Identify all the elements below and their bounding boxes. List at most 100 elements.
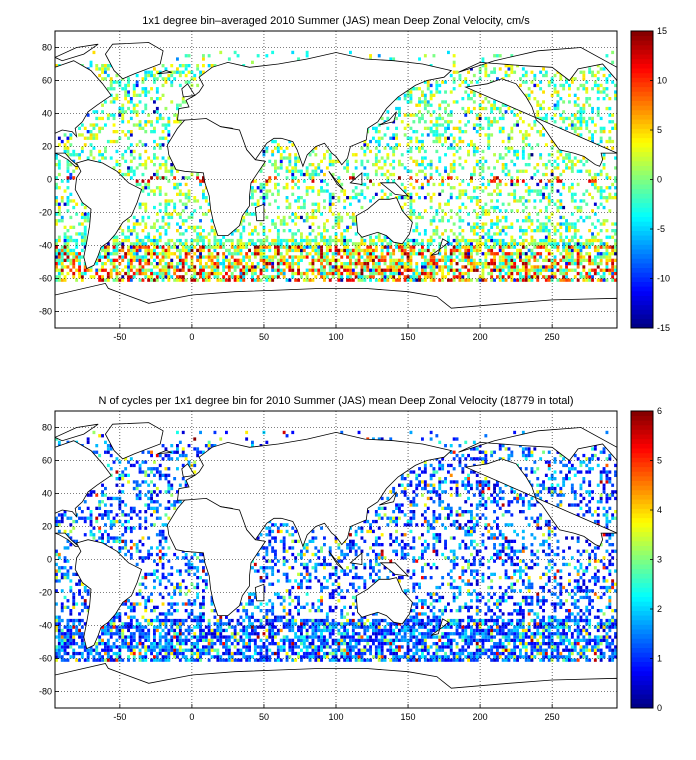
data-cell [496, 275, 499, 279]
data-cell [207, 275, 211, 279]
data-cell [527, 186, 531, 190]
data-cell [389, 252, 393, 256]
data-cell [331, 642, 335, 646]
data-cell [435, 123, 439, 127]
data-cell [400, 258, 404, 262]
data-cell [585, 275, 589, 279]
data-cell [438, 248, 442, 253]
data-cell [236, 642, 240, 646]
data-cell [147, 232, 151, 236]
data-cell [66, 651, 70, 656]
data-cell [147, 156, 151, 160]
data-cell [475, 268, 479, 272]
data-cell [106, 67, 110, 71]
data-cell [464, 159, 468, 163]
data-cell [274, 242, 277, 246]
data-cell [311, 189, 315, 193]
data-cell [158, 209, 162, 213]
data-cell [285, 258, 289, 262]
data-cell [447, 146, 450, 150]
data-cell [544, 116, 548, 121]
data-cell [435, 133, 439, 137]
data-cell [256, 199, 260, 203]
data-cell [521, 238, 525, 243]
data-cell [178, 255, 182, 259]
data-cell [57, 163, 61, 167]
data-cell [155, 271, 159, 276]
data-cell [351, 196, 355, 200]
data-cell [507, 242, 511, 246]
data-cell [409, 90, 413, 94]
data-cell [222, 268, 226, 272]
data-cell [553, 225, 557, 229]
data-cell [591, 179, 594, 183]
data-cell [585, 87, 589, 91]
colorbar-swatch [631, 119, 653, 125]
data-cell [222, 278, 226, 282]
data-cell [343, 242, 347, 246]
data-cell [510, 159, 514, 163]
data-cell [487, 248, 491, 253]
data-cell [556, 103, 560, 107]
data-cell [176, 651, 179, 656]
data-cell [573, 130, 577, 134]
data-cell [441, 232, 445, 236]
data-cell [294, 159, 298, 163]
data-cell [106, 655, 110, 659]
data-cell [155, 156, 159, 160]
data-cell [582, 199, 586, 203]
data-cell [268, 278, 272, 282]
data-cell [158, 192, 162, 196]
data-cell [164, 212, 168, 216]
data-cell [530, 651, 534, 656]
data-cell [320, 275, 323, 279]
data-cell [259, 255, 263, 259]
data-cell [521, 655, 525, 659]
data-cell [337, 225, 341, 229]
data-cell [470, 655, 473, 659]
data-cell [271, 258, 275, 262]
data-cell [576, 120, 580, 124]
data-cell [464, 110, 468, 114]
data-cell [55, 186, 58, 190]
data-cell [343, 192, 347, 196]
data-cell [432, 215, 436, 220]
data-cell [369, 139, 372, 144]
data-cell [472, 126, 476, 130]
data-cell [510, 182, 514, 187]
data-cell [576, 651, 580, 656]
data-cell [579, 133, 583, 137]
data-cell [513, 238, 517, 243]
data-cell [57, 255, 61, 259]
data-cell [565, 268, 568, 272]
data-cell [576, 116, 580, 121]
data-cell [60, 179, 64, 183]
colorbar-swatch [631, 109, 653, 115]
data-cell [331, 275, 335, 279]
data-cell [106, 113, 110, 117]
data-cell [199, 655, 202, 659]
data-cell [524, 245, 528, 249]
data-cell [608, 186, 612, 190]
colorbar-swatch [631, 221, 653, 227]
data-cell [438, 245, 442, 249]
data-cell [349, 258, 352, 262]
data-cell [472, 268, 476, 272]
data-cell [351, 189, 355, 193]
data-cell [372, 163, 375, 167]
data-cell [423, 149, 427, 154]
data-cell [608, 176, 612, 180]
data-cell [153, 235, 156, 239]
data-cell [521, 232, 525, 236]
data-cell [207, 242, 211, 246]
data-cell [320, 212, 323, 216]
data-cell [516, 655, 519, 659]
data-cell [276, 645, 280, 649]
data-cell [308, 245, 312, 249]
data-cell [547, 83, 551, 88]
data-cell [276, 143, 280, 147]
data-cell [559, 113, 563, 117]
data-cell [236, 245, 240, 249]
data-cell [360, 648, 364, 652]
data-cell [605, 252, 609, 256]
